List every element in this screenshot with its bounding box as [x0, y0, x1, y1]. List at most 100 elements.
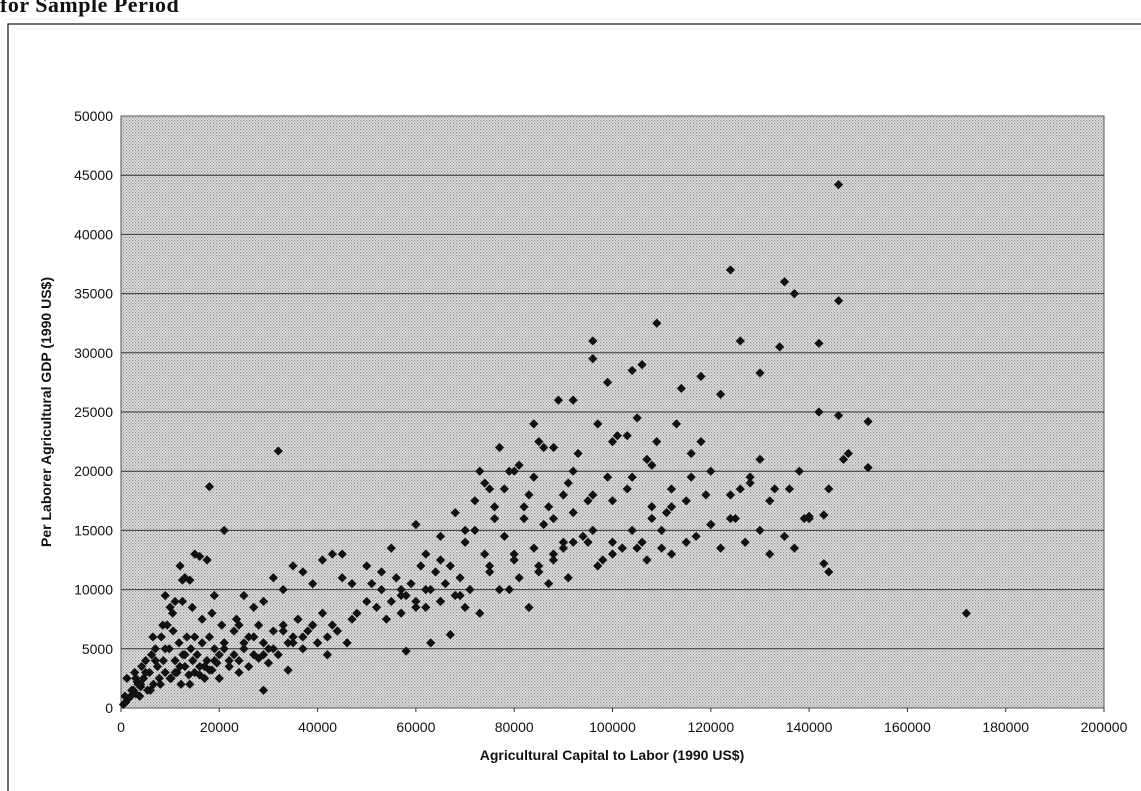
data-point [819, 510, 829, 520]
data-point [122, 673, 132, 683]
data-point [558, 543, 568, 553]
x-tick-label: 80000 [495, 719, 534, 735]
data-point [435, 531, 446, 541]
data-point [755, 368, 765, 378]
data-point [416, 561, 426, 571]
x-tick-label: 60000 [396, 719, 435, 735]
data-point [229, 650, 239, 660]
data-point [588, 336, 598, 346]
data-point [207, 608, 217, 618]
data-point [765, 549, 775, 559]
data-point [607, 549, 618, 559]
data-point [376, 567, 387, 577]
data-point [961, 608, 971, 618]
data-point [168, 608, 178, 618]
y-axis-title: Per Laborer Agricultural GDP (1990 US$) [38, 277, 54, 547]
data-point [283, 638, 293, 648]
data-point [657, 543, 667, 553]
data-point [170, 596, 180, 607]
data-point [154, 673, 164, 683]
data-point [568, 508, 578, 518]
data-point [475, 608, 485, 618]
data-point [833, 180, 844, 190]
data-point [509, 466, 519, 476]
data-point [514, 573, 524, 583]
data-point [740, 537, 750, 547]
data-point [411, 596, 421, 607]
data-point [131, 673, 141, 683]
data-point [470, 525, 480, 535]
data-point [814, 338, 824, 348]
data-point [421, 549, 431, 559]
data-point [519, 513, 529, 524]
data-point [381, 614, 392, 624]
data-point [155, 679, 165, 689]
data-point [666, 502, 677, 512]
data-point [396, 608, 406, 618]
data-point [337, 549, 347, 559]
data-point [244, 632, 254, 642]
data-point [666, 484, 677, 494]
data-point [396, 585, 406, 595]
data-point [258, 685, 269, 695]
x-axis-ticks: 0 20000 40000 60000 80000 100000 120000 140000 1… [117, 708, 1128, 735]
data-point [249, 650, 259, 660]
x-tick-label: 180000 [982, 719, 1029, 735]
data-point [204, 481, 215, 492]
data-point [170, 656, 180, 666]
data-point [263, 658, 274, 668]
data-point [426, 585, 436, 595]
data-point [130, 667, 140, 678]
x-tick-label: 20000 [200, 719, 239, 735]
x-tick-label: 100000 [589, 719, 636, 735]
data-point [288, 632, 298, 642]
data-point [322, 650, 333, 660]
data-point [362, 561, 372, 571]
data-point [386, 543, 396, 553]
data-point [239, 590, 249, 601]
data-point [411, 519, 421, 530]
data-point [627, 365, 637, 376]
x-axis-title: Agricultural Capital to Labor (1990 US$) [480, 747, 745, 763]
data-point [298, 632, 308, 642]
data-point [170, 667, 180, 678]
data-point [455, 590, 465, 601]
data-point [509, 555, 519, 565]
y-tick-label: 30000 [74, 345, 113, 361]
data-point [401, 590, 411, 601]
y-tick-label: 0 [105, 700, 113, 716]
data-point [160, 644, 170, 654]
data-point [593, 561, 603, 571]
data-point [234, 667, 244, 678]
data-point [435, 596, 446, 607]
data-point [224, 661, 234, 672]
data-point [145, 685, 156, 695]
data-point [258, 596, 269, 607]
data-point [627, 472, 637, 482]
data-point [258, 638, 269, 648]
data-point [647, 460, 657, 470]
data-point [647, 502, 657, 512]
data-point [706, 519, 716, 530]
data-point [652, 437, 662, 447]
data-point [298, 567, 308, 577]
data-point [175, 661, 185, 672]
data-point [239, 638, 249, 648]
data-point [362, 596, 372, 607]
data-point [661, 508, 672, 518]
data-points [118, 180, 971, 710]
data-point [352, 608, 362, 618]
data-point [544, 502, 554, 512]
data-point [686, 472, 696, 482]
data-point [799, 513, 809, 524]
data-point [563, 478, 573, 488]
data-point [794, 466, 804, 476]
data-point [273, 446, 283, 456]
data-point [440, 579, 450, 589]
data-point [140, 667, 151, 678]
data-point [494, 442, 505, 453]
data-point [494, 585, 505, 595]
data-point [184, 670, 194, 680]
data-point [607, 496, 618, 506]
x-tick-label: 0 [117, 719, 125, 735]
